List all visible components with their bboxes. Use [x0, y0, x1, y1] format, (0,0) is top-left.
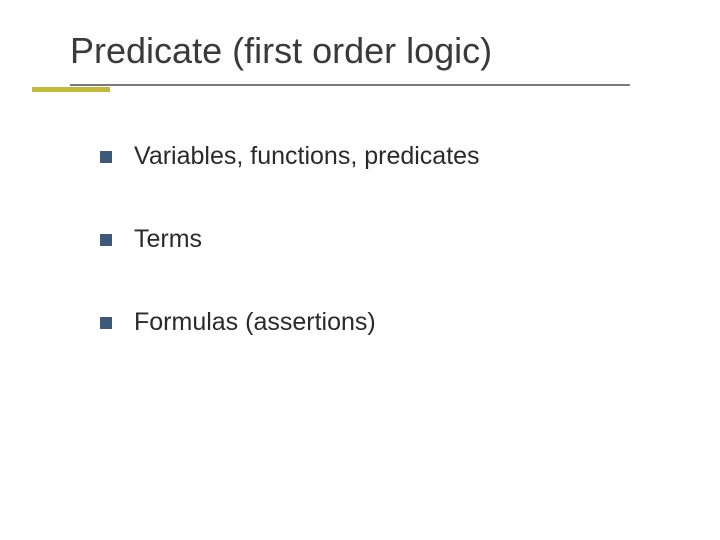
- bullet-text: Terms: [134, 225, 202, 254]
- bullet-list: Variables, functions, predicates Terms F…: [70, 142, 670, 337]
- bullet-text: Formulas (assertions): [134, 308, 376, 337]
- bullet-icon: [100, 317, 112, 329]
- bullet-icon: [100, 234, 112, 246]
- slide-container: Predicate (first order logic) Variables,…: [0, 0, 720, 540]
- list-item: Formulas (assertions): [100, 308, 670, 337]
- underline-long: [70, 84, 630, 86]
- bullet-text: Variables, functions, predicates: [134, 142, 480, 171]
- title-underline: [70, 84, 630, 92]
- list-item: Terms: [100, 225, 670, 254]
- list-item: Variables, functions, predicates: [100, 142, 670, 171]
- bullet-icon: [100, 151, 112, 163]
- slide-title: Predicate (first order logic): [70, 30, 670, 72]
- underline-short: [32, 87, 110, 92]
